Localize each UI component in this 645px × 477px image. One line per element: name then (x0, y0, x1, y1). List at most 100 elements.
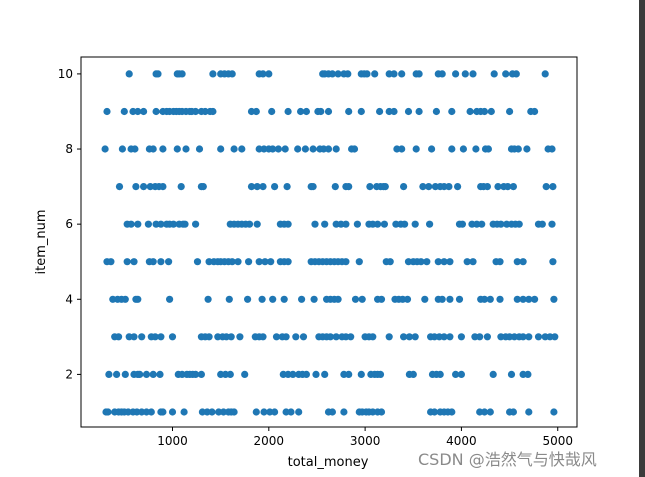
data-point (258, 295, 266, 303)
data-point (345, 183, 353, 191)
data-point (421, 295, 429, 303)
data-point (147, 408, 155, 416)
data-point (130, 258, 138, 266)
data-point (494, 183, 502, 191)
data-point (182, 145, 190, 153)
data-point (390, 70, 398, 78)
x-axis-label: total_money (288, 455, 369, 470)
data-point (377, 295, 386, 303)
data-point (236, 333, 244, 341)
data-point (131, 145, 139, 153)
data-point (234, 258, 242, 266)
data-point (417, 258, 425, 266)
data-point (551, 333, 559, 341)
data-point (405, 333, 413, 341)
data-point (342, 258, 350, 266)
data-point (411, 220, 419, 228)
data-point (134, 295, 142, 303)
data-point (209, 107, 217, 116)
data-point (144, 220, 152, 228)
data-point (166, 295, 174, 303)
data-point (159, 145, 167, 153)
data-point (519, 295, 527, 303)
x-tick-label: 4000 (446, 434, 477, 448)
data-point (400, 333, 408, 341)
data-point (311, 220, 319, 228)
data-point (357, 107, 365, 116)
data-point (157, 258, 165, 266)
data-point (226, 370, 234, 378)
data-point (140, 107, 148, 116)
data-point (136, 370, 144, 378)
data-point (127, 220, 135, 228)
data-point (504, 183, 512, 191)
data-point (321, 370, 329, 378)
data-point (209, 70, 217, 78)
data-point (149, 370, 157, 378)
data-point (283, 183, 291, 191)
data-point (282, 333, 290, 341)
data-point (238, 145, 246, 153)
data-point (342, 220, 350, 228)
data-point (310, 295, 318, 303)
data-point (230, 145, 238, 153)
data-point (149, 258, 157, 266)
data-point (321, 220, 329, 228)
data-point (252, 408, 260, 416)
data-point (525, 333, 533, 341)
data-point (374, 220, 382, 228)
data-point (271, 408, 279, 416)
data-point (140, 183, 148, 191)
data-point (398, 70, 406, 78)
data-point (428, 145, 436, 153)
data-point (267, 258, 275, 266)
data-point (445, 183, 453, 191)
data-point (302, 107, 310, 116)
data-point (173, 145, 181, 153)
data-point (299, 333, 308, 341)
data-point (432, 107, 440, 116)
data-point (459, 145, 467, 153)
y-tick-label: 8 (65, 142, 73, 156)
data-point (269, 295, 277, 303)
data-point (457, 333, 465, 341)
data-point (541, 70, 549, 78)
data-point (247, 183, 256, 191)
data-point (324, 107, 333, 116)
data-point (345, 370, 353, 378)
data-point (484, 145, 492, 153)
data-point (115, 183, 124, 191)
data-point (446, 295, 454, 303)
data-point (440, 258, 448, 266)
data-point (259, 333, 267, 341)
data-point (513, 295, 521, 303)
data-point (156, 370, 164, 378)
data-point (430, 408, 439, 416)
data-point (178, 70, 186, 78)
data-point (426, 220, 434, 228)
data-point (253, 220, 261, 228)
data-point (519, 258, 527, 266)
x-tick-label: 5000 (542, 434, 573, 448)
data-point (524, 370, 532, 378)
data-point (480, 295, 489, 303)
data-point (548, 220, 556, 228)
data-point (454, 183, 462, 191)
data-point (261, 258, 269, 266)
data-point (292, 333, 300, 341)
data-point (259, 183, 267, 191)
data-point (480, 107, 489, 116)
y-axis-label: item_num (34, 209, 49, 274)
x-tick-label: 1000 (157, 434, 188, 448)
data-point (192, 220, 200, 228)
data-point (376, 107, 384, 116)
data-point (347, 333, 355, 341)
data-point (120, 107, 128, 116)
x-tick-label: 3000 (350, 434, 381, 448)
data-point (169, 220, 178, 228)
data-point (253, 183, 261, 191)
data-point (317, 107, 325, 116)
data-point (440, 333, 448, 341)
data-point (197, 370, 205, 378)
data-point (376, 370, 385, 378)
